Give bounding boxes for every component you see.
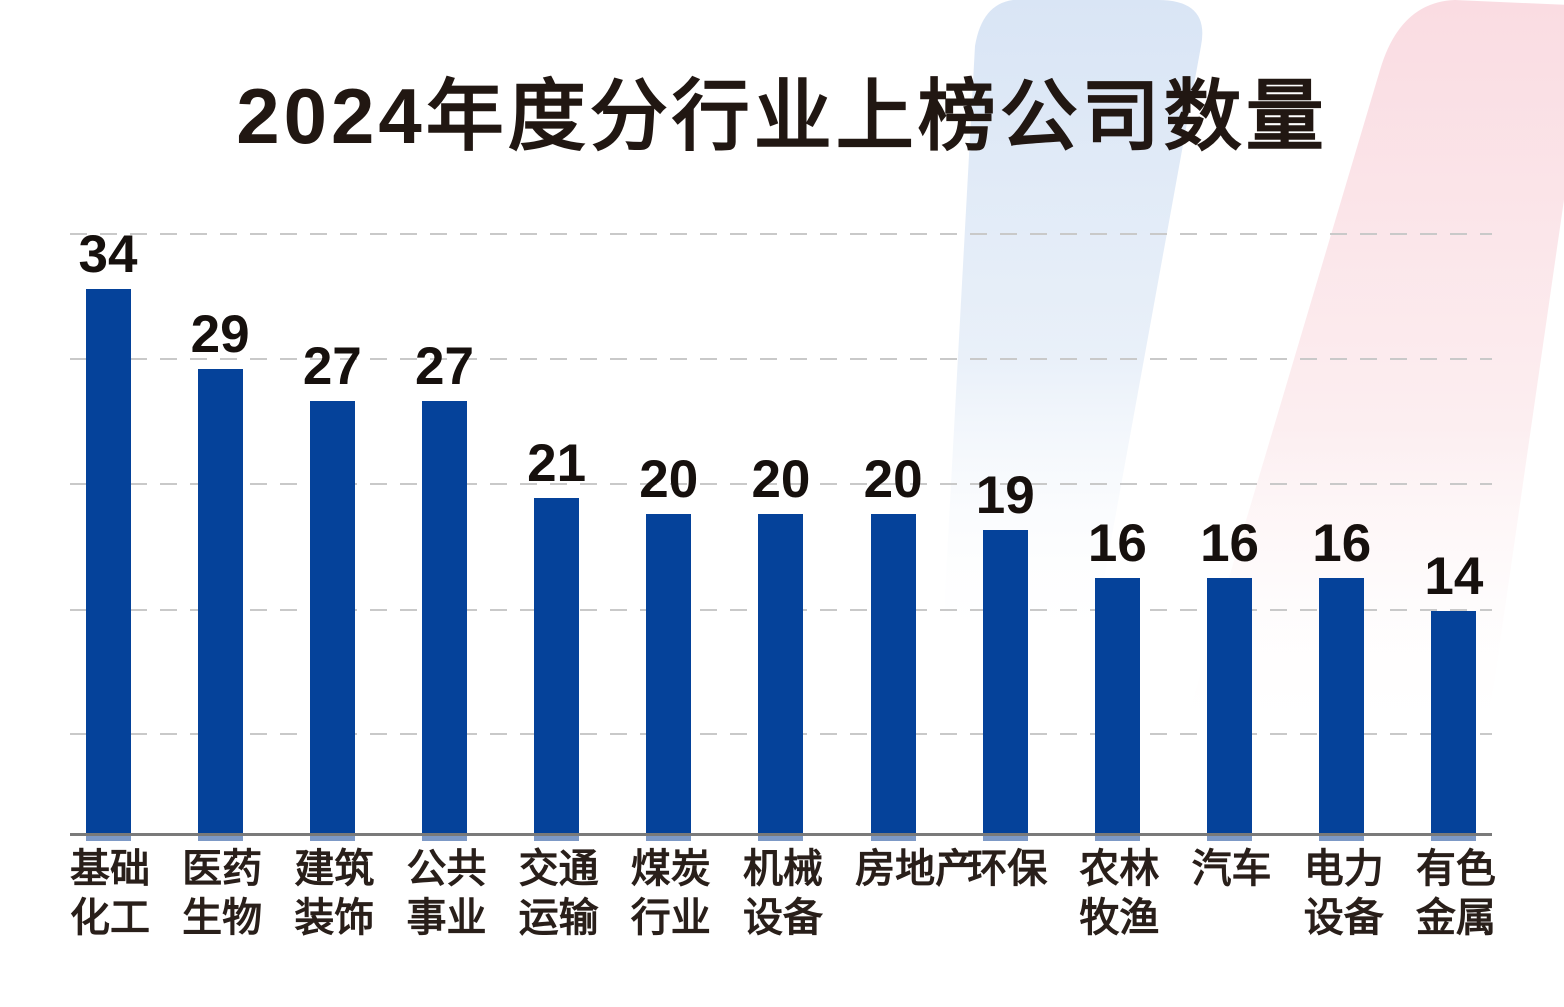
category-label: 汽车 <box>1191 845 1272 943</box>
category-label-line: 有色 <box>1415 847 1496 891</box>
bar-column: 16 <box>1079 517 1155 841</box>
bar <box>982 530 1028 841</box>
category-label: 基础 化工 <box>70 845 150 943</box>
bar-value-label: 20 <box>751 450 811 509</box>
bar <box>1431 611 1477 841</box>
bar <box>309 401 355 841</box>
category-label-line: 汽车 <box>1191 847 1272 891</box>
bar <box>197 369 243 841</box>
bar-value-label: 20 <box>863 450 923 509</box>
category-label-line: 牧渔 <box>1079 896 1160 940</box>
category-label: 机械 设备 <box>742 845 823 943</box>
category-label-line: 机械 <box>742 847 823 891</box>
category-label: 环保 <box>967 845 1048 943</box>
bar-column: 34 <box>70 228 146 841</box>
bar <box>1207 578 1253 841</box>
category-label-line: 电力 <box>1303 847 1384 891</box>
category-label-line: 农林 <box>1079 847 1160 891</box>
bar <box>646 514 692 841</box>
bar-column: 16 <box>1304 517 1380 841</box>
category-label-line: 事业 <box>406 896 487 940</box>
bar-column: 20 <box>631 453 707 841</box>
category-label-line: 煤炭 <box>630 847 711 891</box>
bar <box>870 514 916 841</box>
bar-value-label: 16 <box>1200 514 1260 573</box>
bar-column: 20 <box>855 453 931 841</box>
category-labels-row: 基础 化工 医药 生物 建筑 装饰 公共 事业 交通 运输 煤炭 行业 机械 设备 房地产 环保 农林 牧渔 汽车电… <box>70 845 1496 943</box>
bar-value-label: 21 <box>527 434 587 493</box>
bar-column: 14 <box>1416 550 1492 841</box>
gridline <box>70 358 1492 360</box>
bar-column: 27 <box>294 340 370 841</box>
category-label: 有色 金属 <box>1415 845 1496 943</box>
category-label-line: 设备 <box>1303 896 1384 940</box>
bar-value-label: 20 <box>639 450 699 509</box>
bar <box>534 498 580 841</box>
category-label-line: 建筑 <box>294 847 375 891</box>
bar-column: 19 <box>967 469 1043 841</box>
category-label-line: 生物 <box>182 896 263 940</box>
category-label-line: 交通 <box>518 847 599 891</box>
bar-value-label: 16 <box>1087 514 1147 573</box>
bar-value-label: 16 <box>1312 514 1372 573</box>
bar <box>758 514 804 841</box>
category-label-line: 设备 <box>742 896 823 940</box>
bar-value-label: 27 <box>302 337 362 396</box>
category-label-line: 房地产 <box>855 847 976 891</box>
category-label: 农林 牧渔 <box>1079 845 1160 943</box>
category-label: 煤炭 行业 <box>630 845 711 943</box>
bar-column: 16 <box>1192 517 1268 841</box>
category-label: 医药 生物 <box>182 845 263 943</box>
category-label-line: 装饰 <box>294 896 375 940</box>
category-label-line: 医药 <box>182 847 263 891</box>
bar-column: 21 <box>519 437 595 841</box>
bar-column: 20 <box>743 453 819 841</box>
bar-value-label: 34 <box>78 225 138 284</box>
category-label: 公共 事业 <box>406 845 487 943</box>
category-label: 交通 运输 <box>518 845 599 943</box>
bar <box>1094 578 1140 841</box>
category-label-line: 公共 <box>406 847 487 891</box>
bar <box>421 401 467 841</box>
category-label-line: 运输 <box>518 896 599 940</box>
category-label-line: 行业 <box>630 896 711 940</box>
category-label: 电力 设备 <box>1303 845 1384 943</box>
category-label-line: 环保 <box>967 847 1048 891</box>
category-label: 房地产 <box>855 845 976 943</box>
bar-value-label: 29 <box>190 305 250 364</box>
x-axis-line <box>70 833 1492 836</box>
category-label-line: 基础 <box>70 847 150 891</box>
bar-value-label: 19 <box>975 466 1035 525</box>
bar-value-label: 14 <box>1424 547 1484 606</box>
bars-row: 34 29 27 27 21 20 20 20 19 16 16 16 14 <box>70 0 1492 841</box>
chart-title: 2024年度分行业上榜公司数量 <box>236 72 1328 160</box>
bar <box>85 289 131 841</box>
bar-value-label: 27 <box>414 337 474 396</box>
gridline <box>70 483 1492 485</box>
blue-slash-shape <box>942 0 1203 652</box>
bar <box>1319 578 1365 841</box>
category-label-line: 金属 <box>1415 896 1496 940</box>
bar-column: 29 <box>182 308 258 841</box>
bar-column: 27 <box>406 340 482 841</box>
category-label-line: 化工 <box>70 896 150 940</box>
gridline <box>70 233 1492 235</box>
bar-chart: 34 29 27 27 21 20 20 20 19 16 16 16 14 基础化工 医药生物 建筑装饰公… <box>70 0 1496 1007</box>
category-label: 建筑 装饰 <box>294 845 375 943</box>
